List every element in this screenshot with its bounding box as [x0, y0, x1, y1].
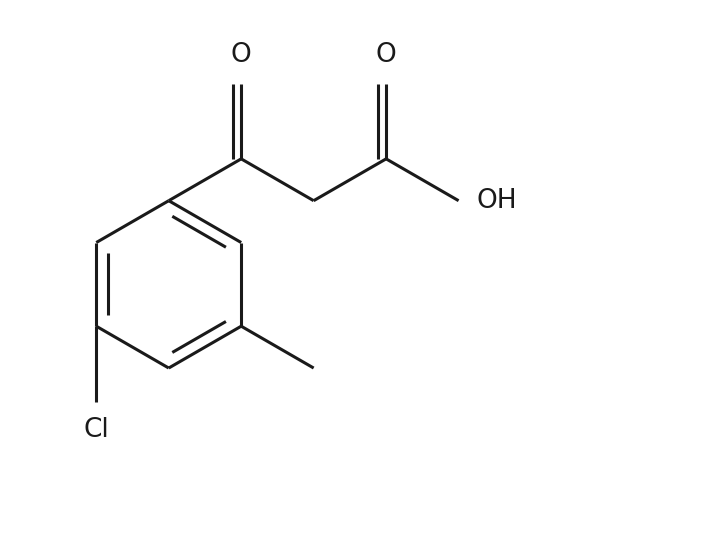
Text: Cl: Cl	[84, 417, 109, 443]
Text: O: O	[376, 43, 396, 68]
Text: O: O	[231, 43, 251, 68]
Text: OH: OH	[477, 188, 518, 214]
